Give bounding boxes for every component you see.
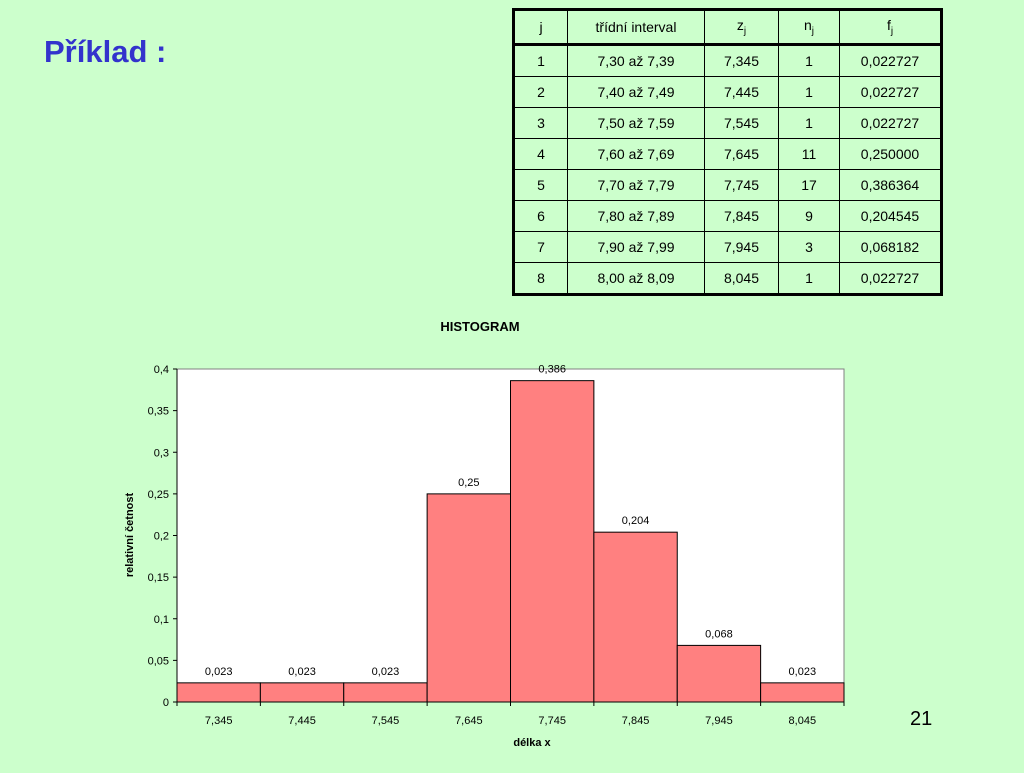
cell-j: 7 [513,231,568,263]
chart-title: HISTOGRAM [440,319,519,334]
cell-z: 8,045 [704,262,779,295]
header-f-label: f [886,17,891,34]
x-axis-label: délka x [513,737,551,749]
histogram-bar [593,531,678,703]
bar-data-label: 0,25 [458,477,479,489]
x-tick-label: 7,645 [455,715,483,727]
histogram-bar [176,682,261,703]
histogram-bar [676,644,762,703]
header-z: zj [704,9,779,45]
header-f-subscript: j [890,25,894,37]
table-row: 8 8,00 až 8,09 8,045 1 0,022727 [513,262,942,295]
x-tick-label: 7,545 [372,715,400,727]
header-n-subscript: j [811,25,815,37]
cell-f: 0,022727 [839,262,942,295]
y-tick-label: 0,35 [148,406,169,418]
table-row: 6 7,80 až 7,89 7,845 9 0,204545 [513,200,942,232]
cell-f: 0,386364 [839,169,942,201]
x-tick-label: 7,345 [205,715,233,727]
cell-n: 1 [778,262,840,295]
bar-data-label: 0,386 [538,364,566,376]
cell-j: 1 [513,44,568,77]
cell-f: 0,250000 [839,138,942,170]
header-interval: třídní interval [567,9,705,45]
header-n: nj [778,9,840,45]
histogram-bar [510,380,595,703]
y-tick-label: 0 [163,697,169,709]
cell-interval: 7,40 až 7,49 [567,76,705,108]
histogram-bar [259,682,345,703]
cell-j: 4 [513,138,568,170]
y-axis-label: relativní četnost [124,492,136,577]
histogram-bar [760,682,845,703]
cell-z: 7,745 [704,169,779,201]
page-number: 21 [910,708,933,730]
bar-data-label: 0,023 [205,666,233,678]
y-tick-label: 0,25 [148,489,169,501]
y-axis: 0 0,05 0,1 0,15 0,2 0,25 0,3 0,35 0,4 [148,364,178,709]
bar-data-label: 0,023 [789,666,817,678]
data-labels-group: 0,023 0,023 0,023 0,25 0,386 0,204 0,068 0,023 [205,364,816,678]
bar-data-label: 0,068 [705,628,733,640]
histogram-bar [426,493,511,703]
x-tick-label: 7,745 [538,715,566,727]
x-tick-label: 7,945 [705,715,733,727]
cell-z: 7,545 [704,107,779,139]
bar-data-label: 0,023 [288,666,316,678]
header-z-subscript: j [743,25,747,37]
y-tick-label: 0,3 [154,447,169,459]
y-tick-label: 0,1 [154,614,169,626]
table-row: 5 7,70 až 7,79 7,745 17 0,386364 [513,169,942,201]
table-row: 3 7,50 až 7,59 7,545 1 0,022727 [513,107,942,139]
x-tick-label: 7,445 [288,715,316,727]
y-tick-label: 0,05 [148,655,169,667]
y-tick-label: 0,2 [154,531,169,543]
x-tick-label: 8,045 [789,715,817,727]
cell-z: 7,945 [704,231,779,263]
header-z-label: z [736,17,744,34]
x-axis: 7,345 7,445 7,545 7,645 7,745 7,845 7,945 8,045 [176,701,845,727]
histogram-bar [343,682,428,703]
cell-j: 8 [513,262,568,295]
table-row: 2 7,40 až 7,49 7,445 1 0,022727 [513,76,942,108]
table-header-row: j třídní interval zj nj fj [513,9,942,45]
cell-f: 0,022727 [839,107,942,139]
header-n-label: n [803,17,812,34]
cell-interval: 7,60 až 7,69 [567,138,705,170]
bar-data-label: 0,204 [622,515,650,527]
header-f: fj [839,9,942,45]
cell-j: 5 [513,169,568,201]
y-tick-label: 0,15 [148,572,169,584]
cell-interval: 7,70 až 7,79 [567,169,705,201]
x-tick-label: 7,845 [622,715,650,727]
cell-f: 0,204545 [839,200,942,232]
cell-f: 0,022727 [839,44,942,77]
table-row: 7 7,90 až 7,99 7,945 3 0,068182 [513,231,942,263]
frequency-table: j třídní interval zj nj fj 1 7,30 až 7,3… [512,8,943,296]
bar-data-label: 0,023 [372,666,400,678]
y-tick-label: 0,4 [154,364,169,376]
slide-title: Příklad : [44,34,167,69]
bars-group [176,380,845,703]
cell-n: 3 [778,231,840,263]
table-row: 4 7,60 až 7,69 7,645 11 0,250000 [513,138,942,170]
cell-n: 1 [778,107,840,139]
cell-n: 1 [778,76,840,108]
